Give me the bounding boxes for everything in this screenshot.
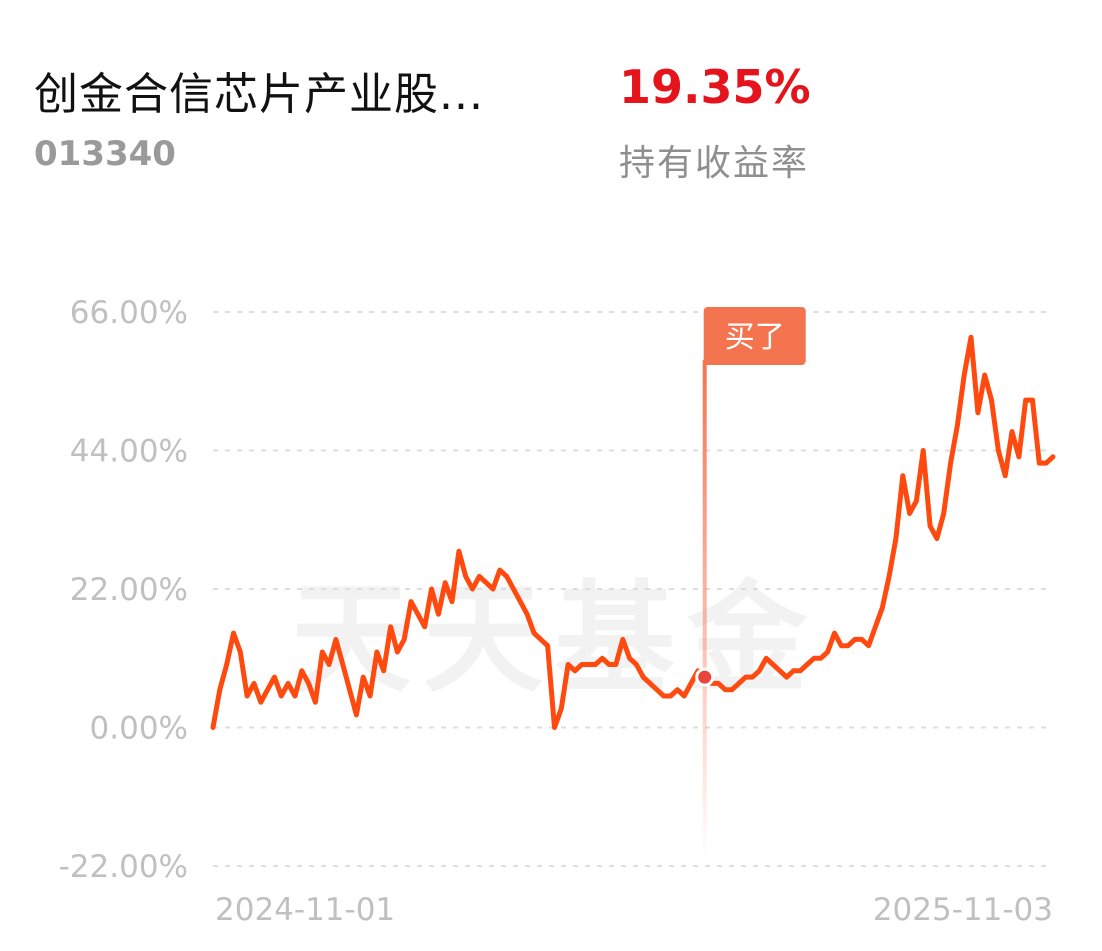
buy-marker-line	[702, 360, 707, 860]
y-tick-label: 22.00%	[70, 572, 188, 608]
return-series-line	[210, 334, 1056, 730]
holding-return-value: 19.35%	[619, 60, 811, 114]
y-tick-label: 66.00%	[70, 295, 188, 331]
trade-point	[695, 667, 715, 687]
x-tick-label: 2024-11-01	[215, 892, 395, 928]
buy-marker-flag	[703, 307, 806, 365]
y-tick-label: 44.00%	[70, 434, 188, 470]
y-tick-label: -22.00%	[59, 849, 188, 885]
holding-return-label: 持有收益率	[619, 143, 810, 184]
y-tick-label: 0.00%	[90, 711, 188, 747]
fund-name: 创金合信芯片产业股...	[34, 69, 484, 120]
buy-marker-label: 买了	[725, 320, 785, 355]
fund-code: 013340	[34, 134, 176, 174]
x-tick-label: 2025-11-03	[873, 892, 1053, 928]
